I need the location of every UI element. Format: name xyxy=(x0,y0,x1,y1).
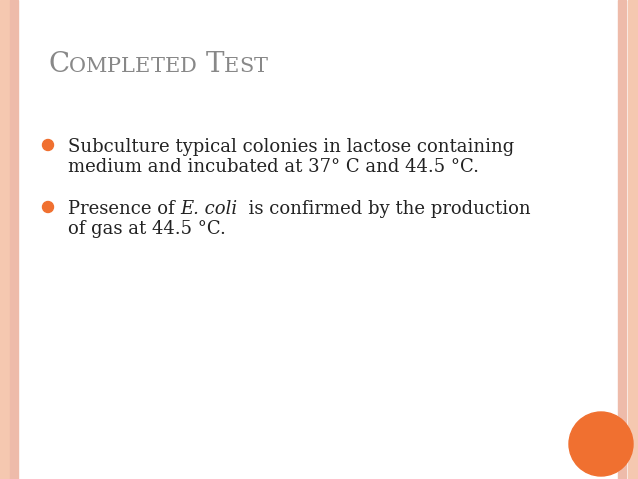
Text: is confirmed by the production: is confirmed by the production xyxy=(237,200,531,218)
Text: T: T xyxy=(253,57,267,76)
Circle shape xyxy=(569,412,633,476)
Text: O: O xyxy=(69,57,86,76)
Circle shape xyxy=(43,202,54,213)
Text: T: T xyxy=(151,57,165,76)
Bar xyxy=(618,0,626,479)
Text: L: L xyxy=(121,57,135,76)
Text: of gas at 44.5 °C.: of gas at 44.5 °C. xyxy=(68,220,226,238)
Circle shape xyxy=(43,139,54,150)
Bar xyxy=(10,0,18,479)
Text: Subculture typical colonies in lactose containing: Subculture typical colonies in lactose c… xyxy=(68,138,514,156)
Text: medium and incubated at 37° C and 44.5 °C.: medium and incubated at 37° C and 44.5 °… xyxy=(68,158,479,176)
Text: D: D xyxy=(180,57,197,76)
Text: E: E xyxy=(224,57,239,76)
Text: E. coli: E. coli xyxy=(181,200,237,218)
Bar xyxy=(0,0,10,479)
Text: E: E xyxy=(165,57,180,76)
Text: T: T xyxy=(205,51,224,78)
Text: C: C xyxy=(48,51,69,78)
Text: S: S xyxy=(239,57,253,76)
Text: E: E xyxy=(135,57,151,76)
Text: M: M xyxy=(86,57,107,76)
Text: Presence of: Presence of xyxy=(68,200,181,218)
Text: P: P xyxy=(107,57,121,76)
Bar xyxy=(628,0,638,479)
